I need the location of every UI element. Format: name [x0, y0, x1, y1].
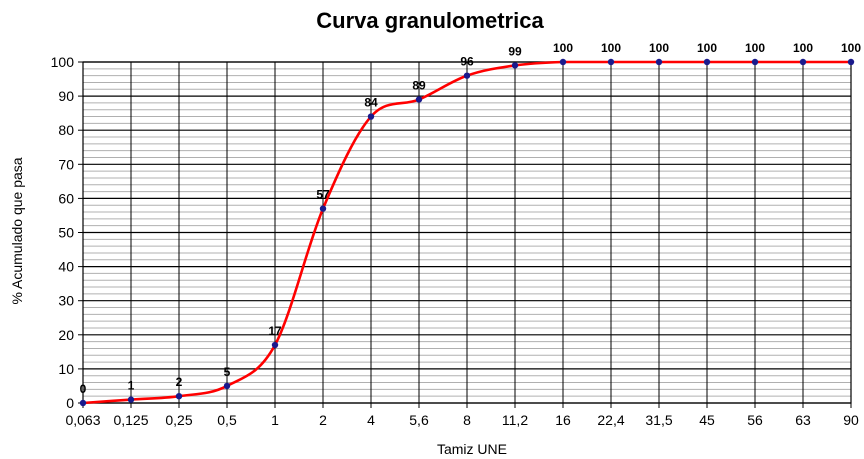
data-label: 0: [80, 382, 87, 396]
x-tick-label: 16: [555, 412, 571, 428]
data-label: 100: [601, 41, 621, 55]
y-tick-label: 50: [58, 225, 74, 241]
data-label: 84: [364, 96, 378, 110]
data-label: 96: [460, 55, 474, 69]
data-point-marker: [127, 396, 135, 403]
x-tick-label: 2: [319, 412, 327, 428]
x-tick-label: 0,063: [65, 412, 100, 428]
data-label: 100: [793, 41, 813, 55]
data-label: 1: [128, 379, 135, 393]
y-tick-label: 60: [58, 190, 74, 206]
y-tick-label: 90: [58, 88, 74, 104]
x-tick-label: 22,4: [597, 412, 624, 428]
data-point-marker: [367, 113, 375, 120]
x-tick-label: 8: [463, 412, 471, 428]
x-axis-label: Tamiz UNE: [437, 441, 507, 457]
chart-title: Curva granulometrica: [316, 8, 544, 33]
data-label: 2: [176, 375, 183, 389]
x-tick-label: 90: [843, 412, 859, 428]
x-tick-label: 31,5: [645, 412, 672, 428]
x-tick-label: 0,5: [217, 412, 237, 428]
major-gridlines: [82, 61, 852, 404]
data-point-marker: [415, 96, 423, 103]
data-point-marker: [511, 62, 519, 69]
y-tick-label: 80: [58, 122, 74, 138]
data-point-marker: [655, 58, 663, 66]
x-tick-label: 1: [271, 412, 279, 428]
data-label: 100: [697, 41, 717, 55]
y-tick-label: 10: [58, 361, 74, 377]
x-tick-label: 56: [747, 412, 763, 428]
data-label: 99: [508, 44, 522, 58]
data-label: 100: [553, 41, 573, 55]
data-labels-group: 0 1 2 5 17 57 84 89 96 99 100 100 100 100 100 100 100: [80, 41, 862, 396]
axes: [78, 61, 852, 408]
data-point-marker: [175, 392, 183, 400]
x-tick-label: 0,125: [113, 412, 148, 428]
data-point-marker: [703, 58, 711, 66]
y-tick-label: 30: [58, 293, 74, 309]
y-tick-labels: 0 10 20 30 40 50 60 70 80 90 100: [51, 54, 75, 411]
data-label: 5: [224, 365, 231, 379]
x-tick-label: 5,6: [409, 412, 429, 428]
y-tick-label: 20: [58, 327, 74, 343]
data-point-marker: [607, 58, 615, 66]
data-label: 100: [649, 41, 669, 55]
y-tick-label: 0: [66, 395, 74, 411]
data-point-marker: [847, 58, 855, 66]
data-point-marker: [223, 382, 231, 390]
series-line: [81, 60, 853, 405]
data-label: 100: [745, 41, 765, 55]
series-line-group: [81, 60, 853, 405]
x-tick-label: 63: [795, 412, 811, 428]
data-point-marker: [319, 205, 327, 212]
data-label: 100: [841, 41, 861, 55]
x-tick-label: 4: [367, 412, 375, 428]
data-point-marker: [751, 58, 759, 66]
data-point-marker: [463, 72, 471, 79]
data-point-marker: [559, 58, 567, 66]
x-tick-label: 11,2: [502, 412, 528, 428]
x-tick-label: 0,25: [165, 412, 192, 428]
y-axis-label: % Acumulado que pasa: [9, 157, 25, 304]
data-label: 57: [316, 188, 330, 202]
data-label: 89: [412, 79, 426, 93]
y-tick-label: 70: [58, 156, 74, 172]
y-tick-label: 100: [51, 54, 75, 70]
data-point-marker: [271, 341, 279, 349]
x-tick-label: 45: [699, 412, 715, 428]
x-tick-labels: 0,063 0,125 0,25 0,5 1 2 4 5,6 8 11,2 16 22,4 31,5 45…: [65, 412, 859, 428]
data-label: 17: [268, 324, 282, 338]
data-point-marker: [799, 58, 807, 66]
data-point-marker: [79, 399, 87, 407]
markers-group: [79, 58, 855, 407]
y-tick-label: 40: [58, 259, 74, 275]
